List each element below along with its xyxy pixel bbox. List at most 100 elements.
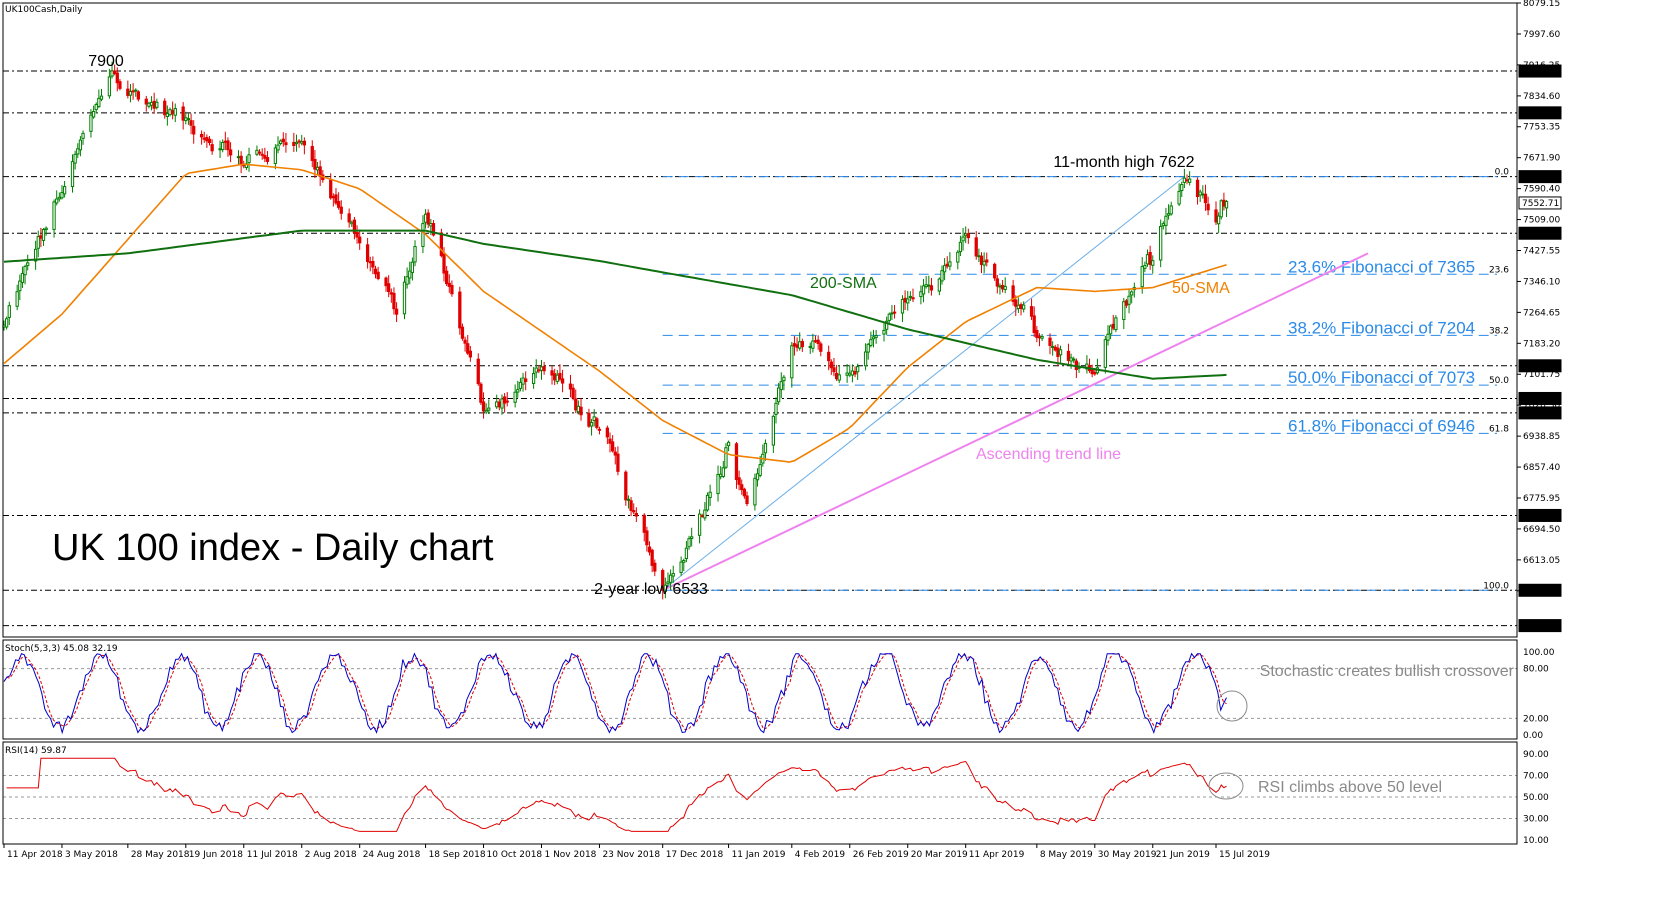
candle-body: [302, 140, 307, 146]
price-tick-label: 6775.95: [1523, 494, 1560, 504]
candle-body: [18, 280, 22, 292]
candle-body: [782, 376, 786, 382]
fib-swing-line: [662, 176, 1185, 591]
x-tick-label: 17 Dec 2018: [666, 850, 724, 860]
annotation-11-month-high: 11-month high 7622: [1053, 154, 1194, 171]
candle-body: [650, 549, 654, 566]
candle-body: [358, 236, 362, 244]
candle-body: [885, 320, 889, 330]
stoch-annotation: Stochastic creates bullish crossover: [1260, 663, 1515, 680]
candles: [2, 61, 1229, 600]
price-level-label: 7552.71: [1522, 199, 1559, 209]
price-level-box: [1518, 391, 1562, 405]
candle-body: [126, 88, 130, 96]
candle-body: [223, 140, 227, 143]
candle-body: [653, 562, 657, 572]
fib-label: 50.0% Fibonacci of 7073: [1288, 368, 1475, 387]
candle-body: [387, 283, 391, 293]
price-tick-label: 7101.75: [1523, 370, 1560, 380]
candle-body: [279, 140, 283, 145]
candle-body: [1066, 350, 1071, 361]
x-tick-label: 26 Feb 2019: [853, 850, 909, 860]
candle-body: [405, 276, 409, 285]
candle-body: [33, 248, 38, 262]
candle-body: [634, 513, 638, 517]
candle-body: [310, 146, 314, 161]
candle-body: [703, 509, 707, 519]
candle-body: [927, 284, 931, 287]
candle-body: [334, 194, 338, 204]
candle-body: [1022, 304, 1026, 310]
candle-body: [832, 367, 836, 373]
panel-frame: [2, 2, 1518, 638]
candle-body: [1124, 300, 1129, 306]
candle-body: [331, 196, 335, 199]
candle-body: [1003, 285, 1007, 290]
candle-body: [679, 561, 683, 573]
rsi-tick-label: 30.00: [1523, 815, 1549, 825]
candle-body: [721, 467, 725, 477]
candle-body: [924, 284, 928, 288]
price-tick-label: 7427.55: [1523, 246, 1560, 256]
candle-body: [845, 372, 849, 376]
fibonacci-levels: 0.0 23.6 23.6% Fibonacci of 7365 38.2 38.2% …: [662, 168, 1509, 591]
candle-body: [734, 443, 739, 480]
candle-body: [808, 345, 812, 348]
rsi-tick-label: 10.00: [1523, 836, 1549, 846]
candle-body: [1224, 201, 1229, 209]
stoch-tick-label: 20.00: [1523, 714, 1549, 724]
candle-body: [850, 370, 855, 376]
candle-body: [55, 198, 59, 204]
candle-body: [1222, 199, 1226, 207]
candle-body: [1106, 333, 1110, 341]
candle-body: [1140, 266, 1144, 288]
candle-body: [76, 148, 80, 155]
candle-body: [1048, 337, 1052, 346]
candle-body: [429, 223, 433, 227]
price-level-box: [1518, 508, 1562, 522]
candle-body: [587, 412, 591, 427]
candle-body: [52, 201, 56, 230]
candle-body: [410, 261, 415, 273]
price-tick-label: 7264.65: [1523, 308, 1560, 318]
candle-body: [771, 415, 775, 446]
candle-body: [355, 231, 359, 238]
candle-body: [247, 154, 251, 164]
x-tick-label: 19 Jun 2018: [189, 850, 243, 860]
candle-body: [792, 343, 797, 347]
candle-body: [495, 401, 499, 408]
candle-body: [500, 398, 504, 409]
price-tick-label: 6613.05: [1523, 556, 1560, 566]
candle-body: [144, 98, 148, 105]
candle-body: [534, 367, 538, 373]
candle-body: [537, 369, 541, 372]
candle-body: [700, 515, 704, 518]
candle-body: [128, 91, 133, 96]
candle-body: [716, 474, 720, 495]
ascending-trend-line: [662, 252, 1369, 592]
symbol-label: UK100Cash,Daily: [5, 5, 83, 15]
fib-pct-label: 23.6: [1489, 265, 1509, 275]
candle-body: [313, 158, 317, 170]
candle-body: [284, 142, 288, 146]
candle-body: [265, 157, 270, 162]
candle-body: [147, 102, 151, 107]
candle-body: [315, 166, 320, 171]
candle-body: [110, 70, 114, 77]
candle-body: [1053, 346, 1057, 351]
candle-body: [339, 206, 343, 214]
candle-body: [816, 339, 820, 344]
candle-body: [666, 581, 670, 585]
candle-body: [1011, 285, 1015, 302]
candle-body: [1111, 323, 1115, 329]
candle-body: [170, 110, 175, 115]
candle-body: [553, 373, 557, 381]
candle-body: [863, 351, 868, 367]
price-level-label: 7473.00: [1522, 229, 1559, 239]
candle-body: [613, 451, 617, 456]
candle-body: [1203, 193, 1208, 204]
candle-body: [940, 270, 944, 282]
price-tick-label: 8079.15: [1523, 0, 1560, 9]
x-tick-label: 11 Jan 2019: [732, 850, 786, 860]
